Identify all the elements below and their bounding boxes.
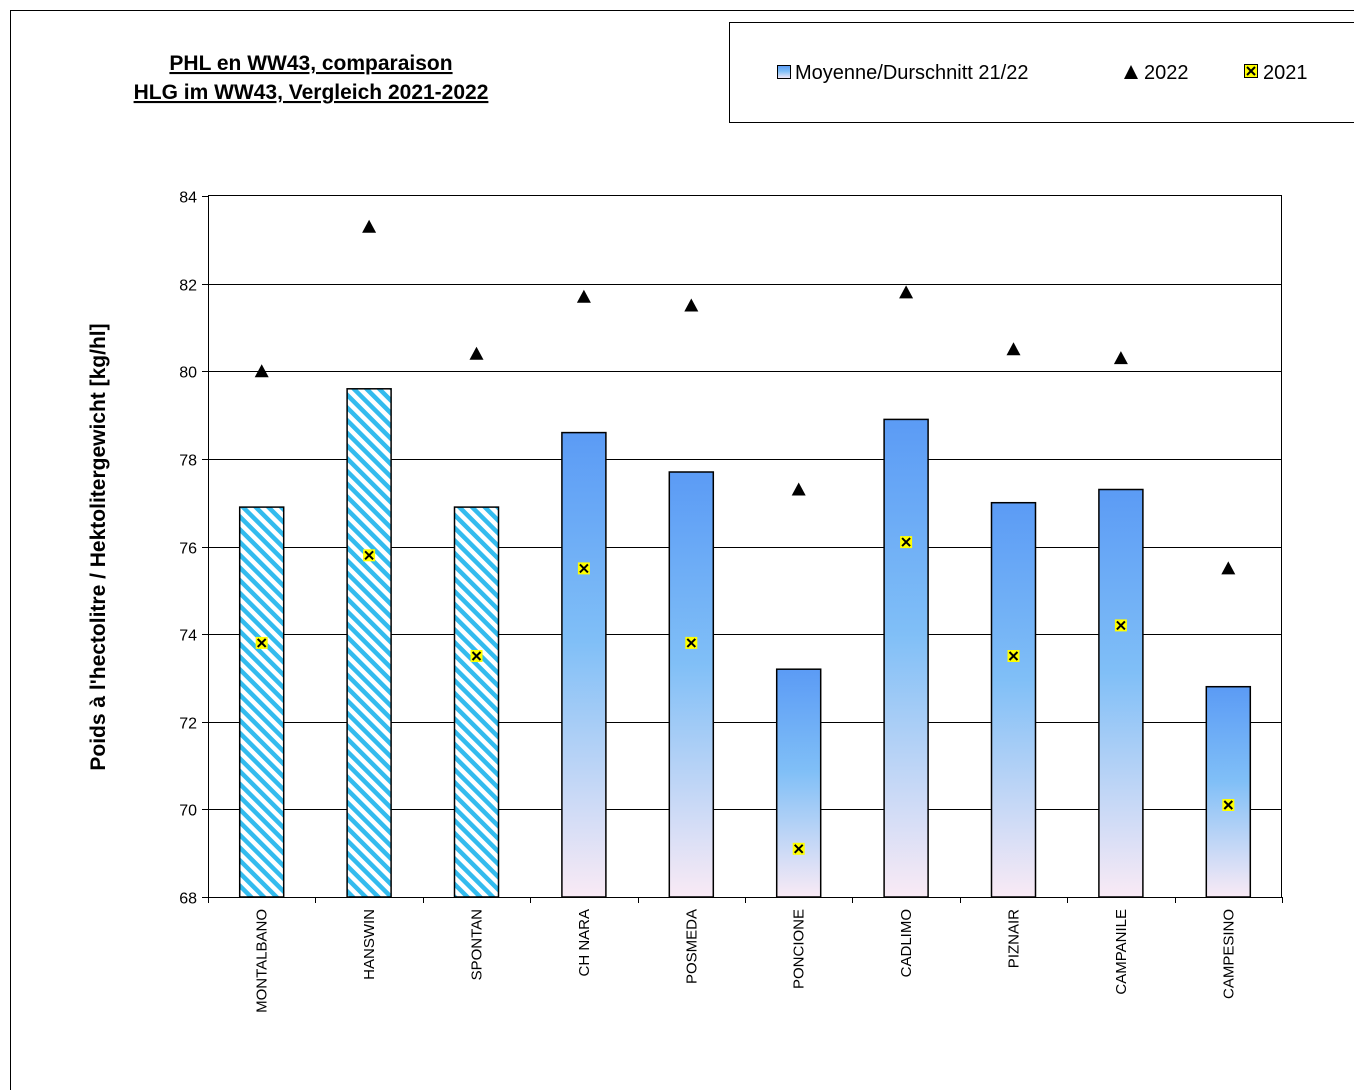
marker-2021 bbox=[792, 842, 805, 855]
marker-2022 bbox=[254, 364, 269, 378]
y-tick-label: 76 bbox=[179, 541, 197, 558]
marker-2022 bbox=[469, 346, 484, 360]
category-label: HANSWIN bbox=[361, 909, 378, 980]
category-label: PONCIONE bbox=[791, 909, 808, 989]
marker-2022 bbox=[791, 482, 806, 496]
legend-label-2022: 2022 bbox=[1144, 62, 1189, 84]
category-label: PIZNAIR bbox=[1006, 909, 1023, 968]
marker-2022 bbox=[899, 285, 914, 299]
bar-average bbox=[561, 431, 607, 898]
category-label: CH NARA bbox=[576, 909, 593, 977]
bar-average bbox=[990, 501, 1037, 898]
chart-title: PHL en WW43, comparaison HLG im WW43, Ve… bbox=[134, 52, 489, 104]
y-axis-label: Poids à l'hectolitre / Hektolitergewicht… bbox=[87, 323, 110, 770]
category-label: CADLIMO bbox=[898, 909, 915, 977]
legend-marker-2022 bbox=[1124, 65, 1138, 79]
x-axis-ticks bbox=[208, 897, 1283, 903]
marker-2021 bbox=[1114, 619, 1127, 632]
marker-2022 bbox=[576, 289, 591, 303]
marker-2022 bbox=[684, 298, 699, 312]
chart-title-line-1: PHL en WW43, comparaison bbox=[169, 52, 452, 75]
marker-2021 bbox=[363, 549, 376, 562]
y-tick-label: 68 bbox=[179, 891, 197, 908]
legend-marker-2021 bbox=[1244, 64, 1258, 78]
category-labels: MONTALBANO HANSWIN SPONTAN CH NARA POSMEDA PO… bbox=[254, 909, 1238, 1013]
y-tick-label: 78 bbox=[179, 453, 197, 470]
y-tick-label: 74 bbox=[179, 628, 197, 645]
marker-2021 bbox=[900, 536, 913, 549]
bars bbox=[238, 388, 1252, 898]
marker-2021 bbox=[1007, 650, 1020, 662]
bar-average bbox=[668, 471, 715, 898]
marker-2022 bbox=[1221, 561, 1236, 575]
bar-average bbox=[238, 506, 285, 898]
bar-average bbox=[883, 418, 929, 898]
y-tick-label: 70 bbox=[179, 803, 197, 820]
marker-2022 bbox=[362, 219, 377, 233]
category-label: SPONTAN bbox=[469, 909, 486, 980]
chart-title-line-2: HLG im WW43, Vergleich 2021-2022 bbox=[134, 81, 489, 104]
category-label: POSMEDA bbox=[683, 909, 700, 984]
marker-2021 bbox=[577, 562, 590, 575]
legend: Moyenne/Durschnitt 21/22 2022 2021 bbox=[729, 22, 1354, 123]
y-tick-label: 84 bbox=[179, 190, 197, 207]
marker-2021 bbox=[255, 636, 268, 649]
y-axis-ticks: 68 70 72 74 76 78 80 82 84 bbox=[179, 190, 208, 908]
marker-2021 bbox=[470, 650, 483, 662]
bar-average bbox=[1205, 685, 1252, 898]
marker-2021 bbox=[1222, 799, 1235, 811]
legend-swatch-average bbox=[777, 65, 791, 79]
bar-average bbox=[453, 506, 500, 898]
bar-average bbox=[775, 668, 822, 898]
bar-average bbox=[346, 388, 392, 898]
legend-label-2021: 2021 bbox=[1263, 62, 1308, 84]
y-tick-label: 80 bbox=[179, 365, 197, 382]
markers-2022 bbox=[254, 219, 1236, 575]
category-label: CAMPANILE bbox=[1113, 909, 1130, 995]
category-label: CAMPESINO bbox=[1220, 909, 1237, 999]
legend-label-average: Moyenne/Durschnitt 21/22 bbox=[795, 62, 1028, 84]
marker-2022 bbox=[1113, 351, 1128, 365]
marker-2021 bbox=[685, 636, 698, 649]
marker-2022 bbox=[1006, 342, 1021, 356]
markers-2021 bbox=[255, 536, 1235, 855]
y-tick-label: 72 bbox=[179, 716, 197, 733]
bar-average bbox=[1098, 488, 1144, 898]
category-label: MONTALBANO bbox=[254, 909, 271, 1013]
y-tick-label: 82 bbox=[179, 278, 197, 295]
